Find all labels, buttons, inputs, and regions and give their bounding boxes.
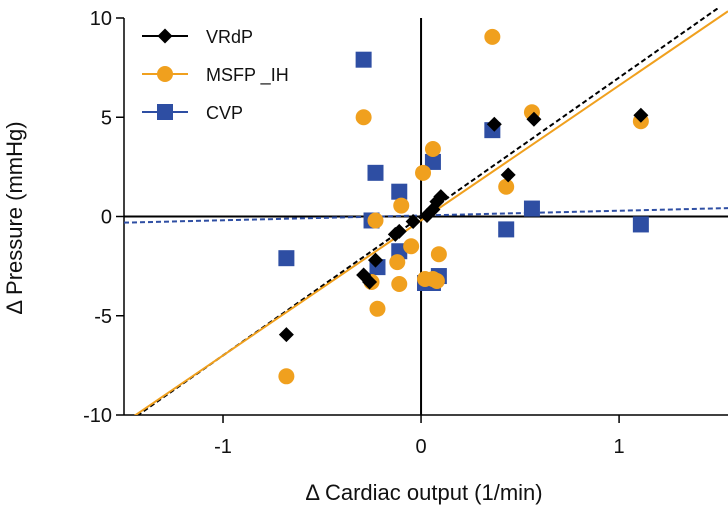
data-point-cvp	[367, 164, 384, 181]
legend-marker-vrdp	[157, 28, 173, 44]
data-point-msfp-ih	[430, 246, 447, 263]
legend-label-vrdp: VRdP	[206, 27, 253, 47]
data-point-msfp-ih	[367, 212, 384, 229]
data-point-msfp-ih	[389, 254, 406, 271]
data-point-msfp-ih	[415, 164, 432, 181]
data-point-msfp-ih	[403, 238, 420, 255]
data-point-vrdp	[405, 213, 421, 229]
data-point-vrdp	[486, 116, 502, 132]
legend-marker-msfp-ih	[157, 66, 173, 82]
x-tick-label: -1	[214, 436, 232, 458]
data-point-cvp	[424, 153, 441, 170]
y-axis-title: Δ Pressure (mmHg)	[2, 121, 27, 314]
data-point-msfp-ih	[428, 273, 445, 290]
data-point-msfp-ih	[424, 141, 441, 158]
data-point-cvp	[391, 183, 408, 200]
data-point-msfp-ih	[278, 368, 295, 385]
legend-label-msfp-ih: MSFP _IH	[206, 65, 289, 86]
data-point-vrdp	[391, 223, 407, 239]
y-tick-label: -10	[83, 405, 112, 427]
data-point-vrdp	[433, 189, 449, 205]
legend: VRdP MSFP _IH CVP	[142, 27, 289, 123]
data-point-cvp	[278, 250, 295, 267]
data-point-msfp-ih	[498, 178, 515, 195]
data-point-msfp-ih	[484, 28, 501, 45]
data-points	[278, 28, 649, 385]
x-tick-label: 1	[614, 436, 625, 458]
x-tick-label: 0	[415, 436, 426, 458]
data-point-cvp	[632, 216, 649, 233]
y-tick-label: 5	[101, 107, 112, 129]
y-tick-label: 0	[101, 207, 112, 229]
data-point-cvp	[523, 200, 540, 217]
data-point-cvp	[355, 51, 372, 68]
data-point-vrdp	[633, 107, 649, 123]
data-point-vrdp	[362, 274, 378, 290]
data-point-msfp-ih	[391, 275, 408, 292]
y-tick-label: 10	[90, 8, 112, 30]
legend-marker-cvp	[157, 104, 173, 120]
x-axis-title: Δ Cardiac output (1/min)	[305, 480, 542, 505]
data-point-msfp-ih	[369, 300, 386, 317]
y-tick-label: -5	[94, 306, 112, 328]
legend-label-cvp: CVP	[206, 103, 243, 123]
data-point-msfp-ih	[355, 109, 372, 126]
trendline-cvp	[124, 207, 728, 224]
data-point-vrdp	[278, 327, 294, 343]
data-point-vrdp	[368, 252, 384, 268]
data-point-vrdp	[526, 111, 542, 127]
data-point-vrdp	[500, 167, 516, 183]
data-point-cvp	[498, 221, 515, 238]
data-point-msfp-ih	[393, 197, 410, 214]
